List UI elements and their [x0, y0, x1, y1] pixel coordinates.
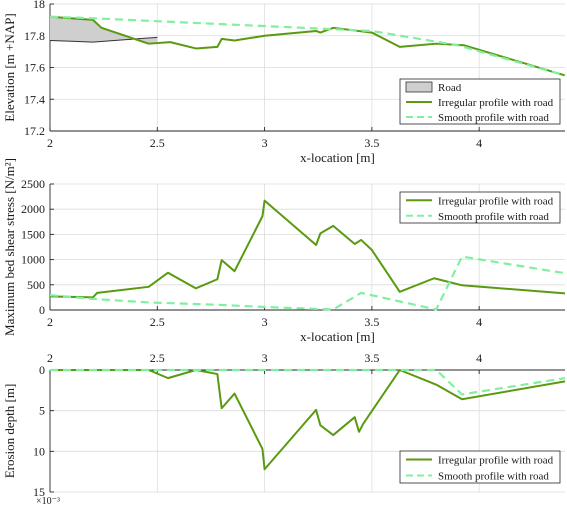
y-tick-label: 5: [39, 404, 45, 418]
road-area: [50, 16, 158, 44]
x-tick-label: 3: [262, 136, 268, 150]
legend: Irregular profile with road Smooth profil…: [399, 191, 561, 224]
irregular-profile-line: [49, 199, 566, 299]
smooth-profile-line: [50, 368, 566, 396]
x-tick-label: 4: [476, 315, 482, 329]
y-axis-label: Elevation [m +NAP]: [2, 13, 17, 121]
y-tick-label: 2000: [21, 202, 45, 216]
x-tick-label: 4: [476, 136, 482, 150]
road-bottom-line: [49, 36, 158, 43]
x-tick-label: 2: [47, 315, 53, 329]
legend: Irregular profile with road Smooth profil…: [399, 450, 561, 484]
legend-label: Smooth profile with road: [438, 112, 549, 124]
legend-label: Smooth profile with road: [438, 211, 549, 223]
y-tick-label: 1500: [21, 227, 45, 241]
y-tick-label: 2500: [21, 177, 45, 191]
x-tick-label: 3.5: [364, 136, 379, 150]
y-tick-label: 17.2: [24, 124, 45, 138]
erosion-depth-panel: 2 2.5 3 3.5 4 0 5 10 15 Erosion depth [m] ×10⁻³ Irr…: [2, 351, 566, 505]
x-tick-label: 2: [47, 351, 53, 365]
x-tick-label: 3: [262, 351, 268, 365]
shear-stress-panel: 2 2.5 3 3.5 4 0 500 1000 1500 2000 2500 x-location …: [2, 158, 566, 344]
y-tick-label: 0: [39, 363, 45, 377]
legend-label: Irregular profile with road: [438, 455, 554, 467]
x-tick-label: 2.5: [150, 351, 165, 365]
x-axis-label: x-location [m]: [300, 329, 375, 344]
y-axis-label: Maximum bed shear stress [N/m²]: [2, 158, 17, 336]
legend-box: [399, 191, 561, 224]
legend-box: [399, 450, 561, 484]
x-tick-label: 2.5: [150, 315, 165, 329]
elevation-panel: 2 2.5 3 3.5 4 17.2 17.4 17.6 17.8 18 x-location [m…: [2, 0, 566, 165]
y-tick-label: 15: [33, 485, 45, 499]
y-tick-label: 10: [33, 444, 45, 458]
smooth-profile-line: [49, 255, 566, 311]
y-axis-label: Erosion depth [m]: [2, 384, 17, 479]
legend-swatch-road: [405, 81, 433, 93]
legend-label: Irregular profile with road: [438, 195, 554, 207]
y-tick-label: 0: [39, 303, 45, 317]
legend: Road Irregular profile with road Smooth pr…: [399, 78, 561, 125]
x-tick-label: 2: [47, 136, 53, 150]
x-tick-label: 4: [476, 351, 482, 365]
legend-label: Smooth profile with road: [438, 471, 549, 483]
x-tick-label: 3.5: [364, 315, 379, 329]
irregular-profile-line: [49, 15, 566, 77]
y-tick-label: 18: [33, 0, 45, 11]
y-tick-label: 500: [27, 278, 45, 292]
y-tick-label: 1000: [21, 253, 45, 267]
x-tick-label: 2.5: [150, 136, 165, 150]
legend-label: Irregular profile with road: [438, 97, 554, 109]
x-tick-label: 3.5: [364, 351, 379, 365]
x-axis-label: x-location [m]: [300, 150, 375, 165]
legend-label: Road: [438, 82, 462, 94]
y-tick-label: 17.6: [24, 61, 45, 75]
y-exponent-label: ×10⁻³: [36, 496, 60, 505]
y-tick-label: 17.4: [24, 92, 45, 106]
x-tick-label: 3: [262, 315, 268, 329]
y-tick-label: 17.8: [24, 29, 45, 43]
smooth-profile-line: [49, 15, 566, 77]
